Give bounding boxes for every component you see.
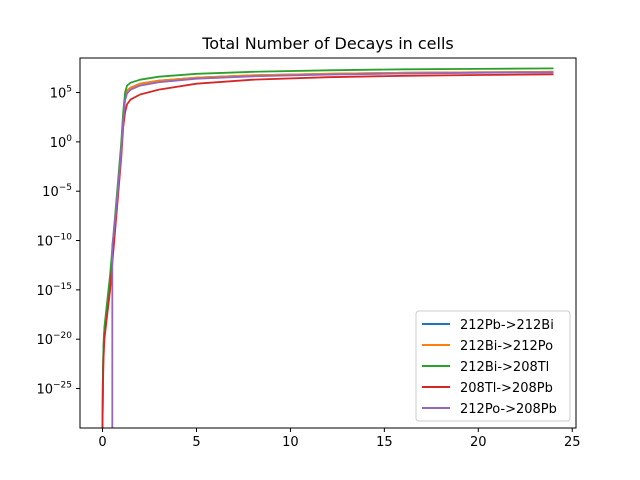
legend-label-3: 208Tl->208Pb xyxy=(460,381,553,396)
y-tick-label: 10−20 xyxy=(36,331,72,348)
legend-label-2: 212Bi->208Tl xyxy=(460,360,549,375)
x-tick-label: 25 xyxy=(564,435,581,450)
chart-title: Total Number of Decays in cells xyxy=(201,34,454,53)
x-tick-label: 0 xyxy=(98,435,106,450)
y-axis: 105 100 10−5 10−10 10−15 10−20 10−25 xyxy=(36,85,80,398)
y-tick-label: 10−10 xyxy=(36,233,72,250)
x-tick-label: 20 xyxy=(470,435,487,450)
plot-area-frame xyxy=(79,57,577,429)
y-tick-label: 10−5 xyxy=(42,183,72,200)
y-tick-label: 10−25 xyxy=(36,381,72,398)
x-tick-label: 5 xyxy=(192,435,200,450)
series-layer xyxy=(101,67,554,428)
legend-label-0: 212Pb->212Bi xyxy=(460,318,554,333)
x-tick-label: 15 xyxy=(376,435,393,450)
y-tick-label: 105 xyxy=(50,85,72,102)
legend: 212Pb->212Bi 212Bi->212Po 212Bi->208Tl 208T… xyxy=(415,310,571,422)
legend-label-4: 212Po->208Pb xyxy=(460,402,557,417)
y-tick-label: 10−15 xyxy=(36,282,72,299)
y-tick-label: 100 xyxy=(50,134,73,151)
series-line-2 xyxy=(101,67,554,428)
series-line-3 xyxy=(101,73,554,428)
series-line-4 xyxy=(111,71,554,428)
legend-box xyxy=(415,310,571,422)
legend-label-1: 212Bi->212Po xyxy=(460,339,553,354)
x-tick-label: 10 xyxy=(282,435,299,450)
x-axis: 0 5 10 15 20 25 xyxy=(98,428,581,450)
